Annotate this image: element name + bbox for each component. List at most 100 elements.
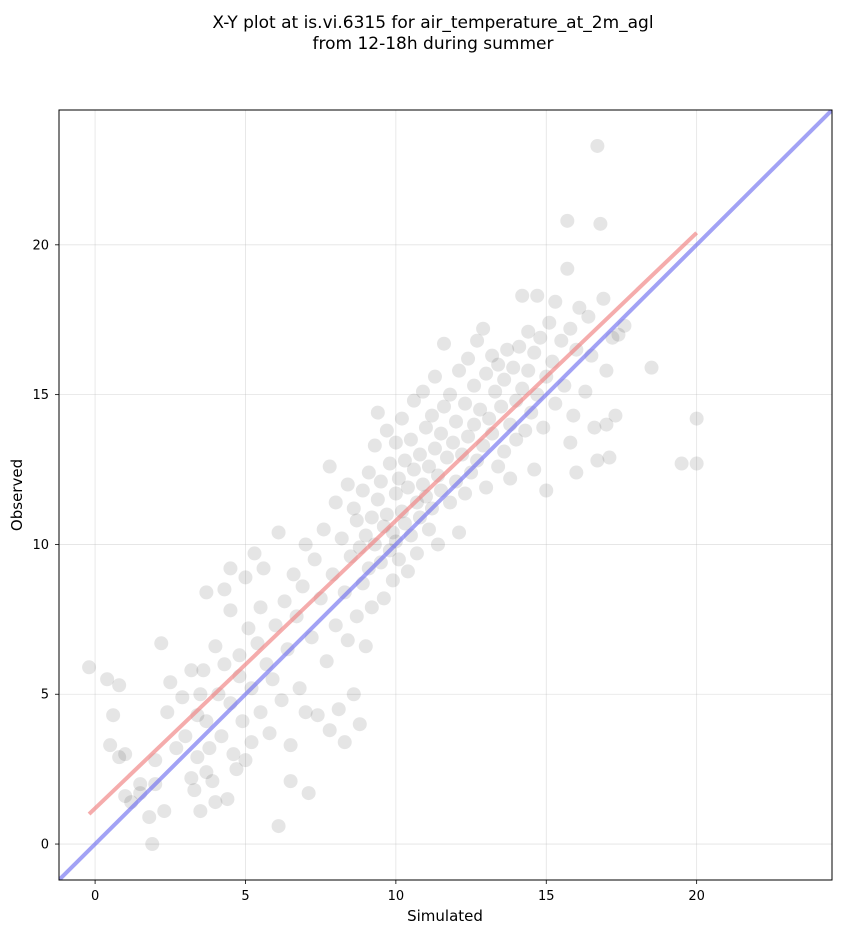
scatter-point [355, 483, 370, 498]
scatter-point [412, 510, 427, 525]
scatter-point [418, 420, 433, 435]
scatter-point [157, 804, 172, 819]
scatter-point [238, 570, 253, 585]
scatter-point [262, 726, 277, 741]
scatter-point [596, 291, 611, 306]
scatter-point [590, 138, 605, 153]
grid [59, 110, 832, 880]
scatter-point [298, 705, 313, 720]
scatter-point [265, 672, 280, 687]
scatter-point [319, 654, 334, 669]
scatter-point [449, 414, 464, 429]
scatter-point [376, 591, 391, 606]
scatter-point [328, 618, 343, 633]
plot-frame [58, 109, 833, 881]
scatter-point [397, 453, 412, 468]
scatter-point [292, 681, 307, 696]
scatter-point [424, 408, 439, 423]
scatter-point [277, 594, 292, 609]
scatter-point [515, 288, 530, 303]
scatter-point [379, 423, 394, 438]
scatter-point [340, 633, 355, 648]
scatter-point [539, 483, 554, 498]
scatter-point [443, 495, 458, 510]
chart-title-line-2: from 12-18h during summer [313, 34, 554, 54]
scatter-point [82, 660, 97, 675]
y-tick-label: 15 [32, 388, 49, 403]
scatter-point [403, 432, 418, 447]
scatter-point [247, 546, 262, 561]
scatter-point [346, 687, 361, 702]
scatter-point [391, 471, 406, 486]
scatter-point [103, 738, 118, 753]
scatter-point [316, 522, 331, 537]
scatter-point [283, 738, 298, 753]
scatter-point [437, 399, 451, 414]
scatter-point [253, 705, 268, 720]
scatter-point [433, 426, 448, 441]
scatter-point [560, 213, 575, 228]
scatter-point [268, 618, 283, 633]
scatter-point [214, 729, 229, 744]
scatter-point [133, 777, 148, 792]
scatter-point [193, 804, 208, 819]
scatter-point [467, 417, 482, 432]
scatter-point [491, 459, 506, 474]
y-tick-label: 0 [41, 838, 49, 853]
scatter-point [518, 423, 533, 438]
scatter-point [449, 474, 464, 489]
scatter-point [328, 495, 343, 510]
scatter-point [217, 582, 232, 597]
scatter-point [527, 462, 542, 477]
scatter-point [118, 789, 133, 804]
scatter-point [491, 357, 506, 372]
scatter-point [400, 480, 415, 495]
scatter-point [391, 552, 406, 567]
scatter-point [253, 600, 268, 615]
scatter-point [193, 687, 208, 702]
scatter-point [509, 432, 524, 447]
scatter-point [199, 585, 214, 600]
scatter-point [280, 642, 295, 657]
scatter-point [566, 408, 581, 423]
scatter-point [361, 561, 376, 576]
scatter-point [112, 678, 127, 693]
scatter-point [406, 462, 421, 477]
scatter-point [211, 687, 226, 702]
scatter-point [226, 747, 241, 762]
scatter-point [295, 579, 310, 594]
scatter-point [349, 513, 364, 528]
scatter-point [238, 753, 253, 768]
scatter-point [473, 402, 488, 417]
scatter-point [578, 384, 593, 399]
scatter-point [364, 600, 379, 615]
scatter-point [503, 471, 518, 486]
scatter-point [298, 537, 313, 552]
scatter-point [241, 621, 256, 636]
chart-title: X-Y plot at is.vi.6315 for air_temperatu… [212, 13, 653, 54]
scatter-point [163, 675, 178, 690]
scatter-point [554, 333, 569, 348]
scatter-point [220, 792, 235, 807]
scatter-point [593, 216, 608, 231]
scatter-point [223, 561, 238, 576]
scatter-point [205, 774, 220, 789]
scatter-point [497, 372, 512, 387]
scatter-point [199, 765, 214, 780]
scatter-point [524, 405, 539, 420]
scatter-point [611, 327, 626, 342]
scatter-point [118, 747, 133, 762]
scatter-point [322, 459, 337, 474]
scatter-point [427, 441, 442, 456]
scatter-point [154, 636, 169, 651]
scatter-point [500, 342, 515, 357]
x-tick-label: 5 [241, 889, 249, 904]
scatter-point [497, 444, 512, 459]
chart-title-line-1: X-Y plot at is.vi.6315 for air_temperatu… [212, 13, 653, 33]
scatter-point [421, 459, 436, 474]
scatter-point [430, 537, 445, 552]
scatter-point [394, 504, 409, 519]
scatter-point [409, 546, 424, 561]
scatter-point [160, 705, 175, 720]
scatter-point [217, 657, 232, 672]
